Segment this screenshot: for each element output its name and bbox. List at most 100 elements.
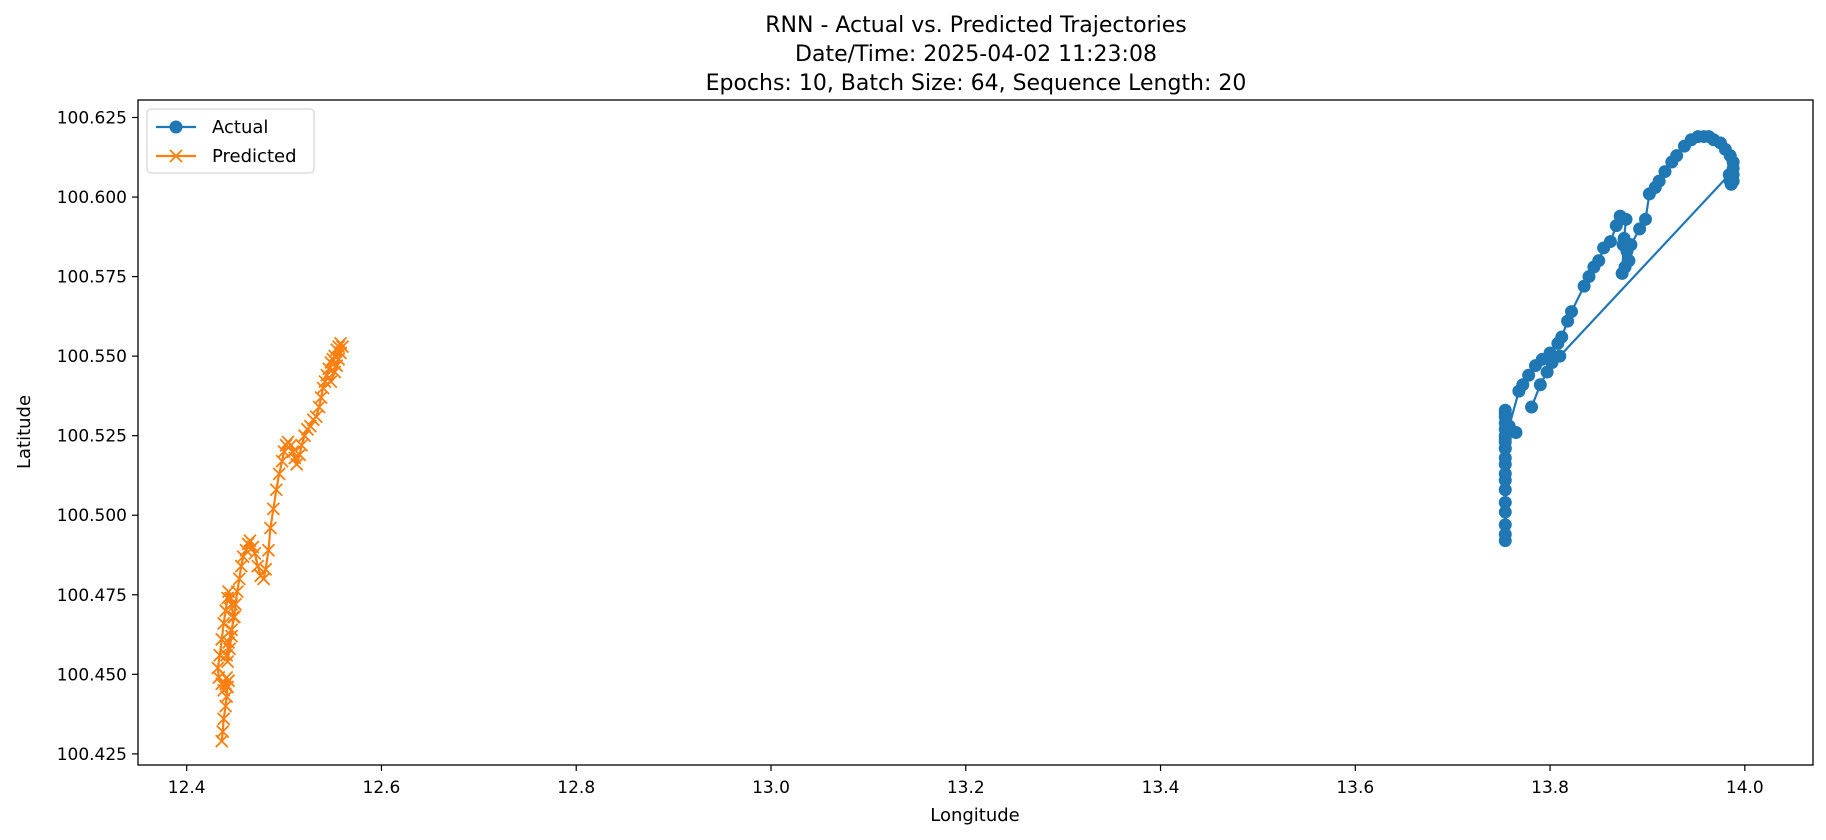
data-point-predicted bbox=[227, 610, 242, 624]
data-point-predicted bbox=[251, 559, 265, 573]
data-point-predicted bbox=[290, 457, 304, 471]
data-point-actual bbox=[1498, 483, 1512, 497]
data-point-predicted bbox=[216, 724, 230, 739]
data-point-predicted bbox=[324, 374, 338, 389]
data-point-actual bbox=[1498, 518, 1512, 532]
data-point-predicted bbox=[228, 597, 243, 611]
data-point-actual bbox=[1545, 356, 1559, 369]
data-point-predicted bbox=[309, 409, 323, 424]
x-axis-label: Longitude bbox=[930, 805, 1020, 826]
data-point-predicted bbox=[261, 543, 276, 557]
data-point-actual bbox=[1533, 378, 1547, 392]
data-point-actual bbox=[1498, 403, 1512, 417]
data-point-actual bbox=[1722, 168, 1736, 182]
data-point-predicted bbox=[328, 365, 342, 379]
data-point-predicted bbox=[263, 521, 278, 535]
x-tick-label: 12.4 bbox=[168, 778, 206, 798]
series-actual bbox=[1498, 130, 1740, 548]
data-point-predicted bbox=[303, 419, 318, 433]
data-point-actual bbox=[1522, 368, 1536, 382]
x-axis-ticks: 12.4 12.6 12.8 13.0 13.2 13.4 13.6 13.8 14.0 bbox=[168, 765, 1764, 798]
data-point-actual bbox=[1555, 330, 1569, 344]
data-point-predicted bbox=[221, 635, 236, 650]
data-point-predicted bbox=[294, 438, 309, 452]
x-tick-label: 13.2 bbox=[947, 778, 985, 798]
data-point-predicted bbox=[297, 429, 312, 443]
data-point-predicted bbox=[211, 661, 225, 675]
data-point-predicted bbox=[217, 712, 231, 726]
x-tick-label: 13.4 bbox=[1142, 778, 1180, 798]
data-point-actual bbox=[1670, 149, 1684, 163]
data-point-actual bbox=[1564, 305, 1578, 319]
data-point-actual bbox=[1498, 527, 1512, 541]
y-tick-label: 100.425 bbox=[57, 745, 127, 765]
legend-marker-predicted bbox=[169, 149, 183, 163]
data-point-predicted bbox=[248, 546, 262, 561]
x-tick-label: 13.8 bbox=[1531, 778, 1569, 798]
legend-label-predicted: Predicted bbox=[212, 146, 297, 167]
data-point-actual bbox=[1592, 254, 1606, 268]
chart-title-line-2: Date/Time: 2025-04-02 11:23:08 bbox=[795, 42, 1157, 67]
y-tick-label: 100.575 bbox=[57, 268, 127, 288]
data-point-actual bbox=[1658, 165, 1672, 179]
y-tick-label: 100.450 bbox=[57, 665, 127, 685]
data-point-actual bbox=[1516, 378, 1530, 392]
x-tick-label: 12.6 bbox=[363, 778, 401, 798]
data-point-actual bbox=[1502, 419, 1516, 433]
data-point-predicted bbox=[258, 562, 273, 576]
x-tick-label: 14.0 bbox=[1726, 778, 1764, 798]
y-axis-label: Latitude bbox=[14, 395, 35, 469]
y-tick-label: 100.500 bbox=[57, 506, 127, 526]
y-tick-label: 100.550 bbox=[57, 347, 127, 367]
legend: Actual Predicted bbox=[146, 108, 315, 174]
data-point-predicted bbox=[269, 483, 283, 497]
x-tick-label: 13.0 bbox=[752, 778, 790, 798]
series-layer bbox=[211, 130, 1740, 748]
series-line-actual bbox=[1504, 135, 1735, 541]
chart-title-line-3: Epochs: 10, Batch Size: 64, Sequence Len… bbox=[706, 71, 1247, 96]
legend-marker-actual bbox=[169, 120, 183, 134]
data-point-actual bbox=[1603, 235, 1617, 249]
legend-label-actual: Actual bbox=[212, 117, 268, 138]
data-point-actual bbox=[1525, 400, 1539, 414]
y-axis-ticks: 100.425 100.450 100.475 100.500 100.525 100.5… bbox=[57, 109, 138, 765]
data-point-predicted bbox=[224, 629, 239, 643]
y-tick-label: 100.475 bbox=[57, 586, 127, 606]
data-point-actual bbox=[1633, 222, 1647, 236]
data-point-predicted bbox=[266, 502, 280, 516]
data-point-actual bbox=[1498, 467, 1512, 481]
data-point-predicted bbox=[215, 677, 229, 691]
y-tick-label: 100.625 bbox=[57, 109, 127, 129]
data-point-predicted bbox=[243, 534, 257, 548]
data-point-predicted bbox=[217, 616, 231, 631]
legend-entries: Actual Predicted bbox=[156, 117, 297, 167]
y-tick-label: 100.600 bbox=[57, 188, 127, 208]
data-point-predicted bbox=[272, 467, 286, 481]
x-tick-label: 12.8 bbox=[557, 778, 595, 798]
data-point-actual bbox=[1639, 212, 1652, 226]
x-tick-label: 13.6 bbox=[1336, 778, 1374, 798]
y-tick-label: 100.525 bbox=[57, 427, 127, 447]
series-predicted bbox=[211, 336, 350, 748]
data-point-predicted bbox=[232, 572, 246, 586]
data-point-predicted bbox=[224, 597, 239, 611]
data-point-actual bbox=[1498, 441, 1512, 455]
chart-title-line-1: RNN - Actual vs. Predicted Trajectories bbox=[765, 13, 1187, 38]
data-point-actual bbox=[1619, 212, 1633, 226]
data-point-actual bbox=[1652, 174, 1666, 188]
chart-title: RNN - Actual vs. Predicted Trajectories … bbox=[706, 13, 1247, 96]
data-point-actual bbox=[1498, 451, 1512, 465]
data-point-actual bbox=[1624, 238, 1638, 252]
data-point-actual bbox=[1577, 279, 1591, 293]
data-point-predicted bbox=[224, 623, 239, 637]
data-point-actual bbox=[1498, 505, 1512, 519]
data-point-actual bbox=[1498, 432, 1512, 446]
data-point-actual bbox=[1582, 270, 1596, 284]
plot-frame bbox=[137, 99, 1814, 766]
plot-area: 12.4 12.6 12.8 13.0 13.2 13.4 13.6 13.8 14.0 100… bbox=[57, 99, 1814, 798]
data-point-actual bbox=[1498, 496, 1512, 509]
data-point-predicted bbox=[230, 584, 244, 599]
data-point-actual bbox=[1540, 365, 1554, 379]
data-point-predicted bbox=[219, 648, 234, 662]
